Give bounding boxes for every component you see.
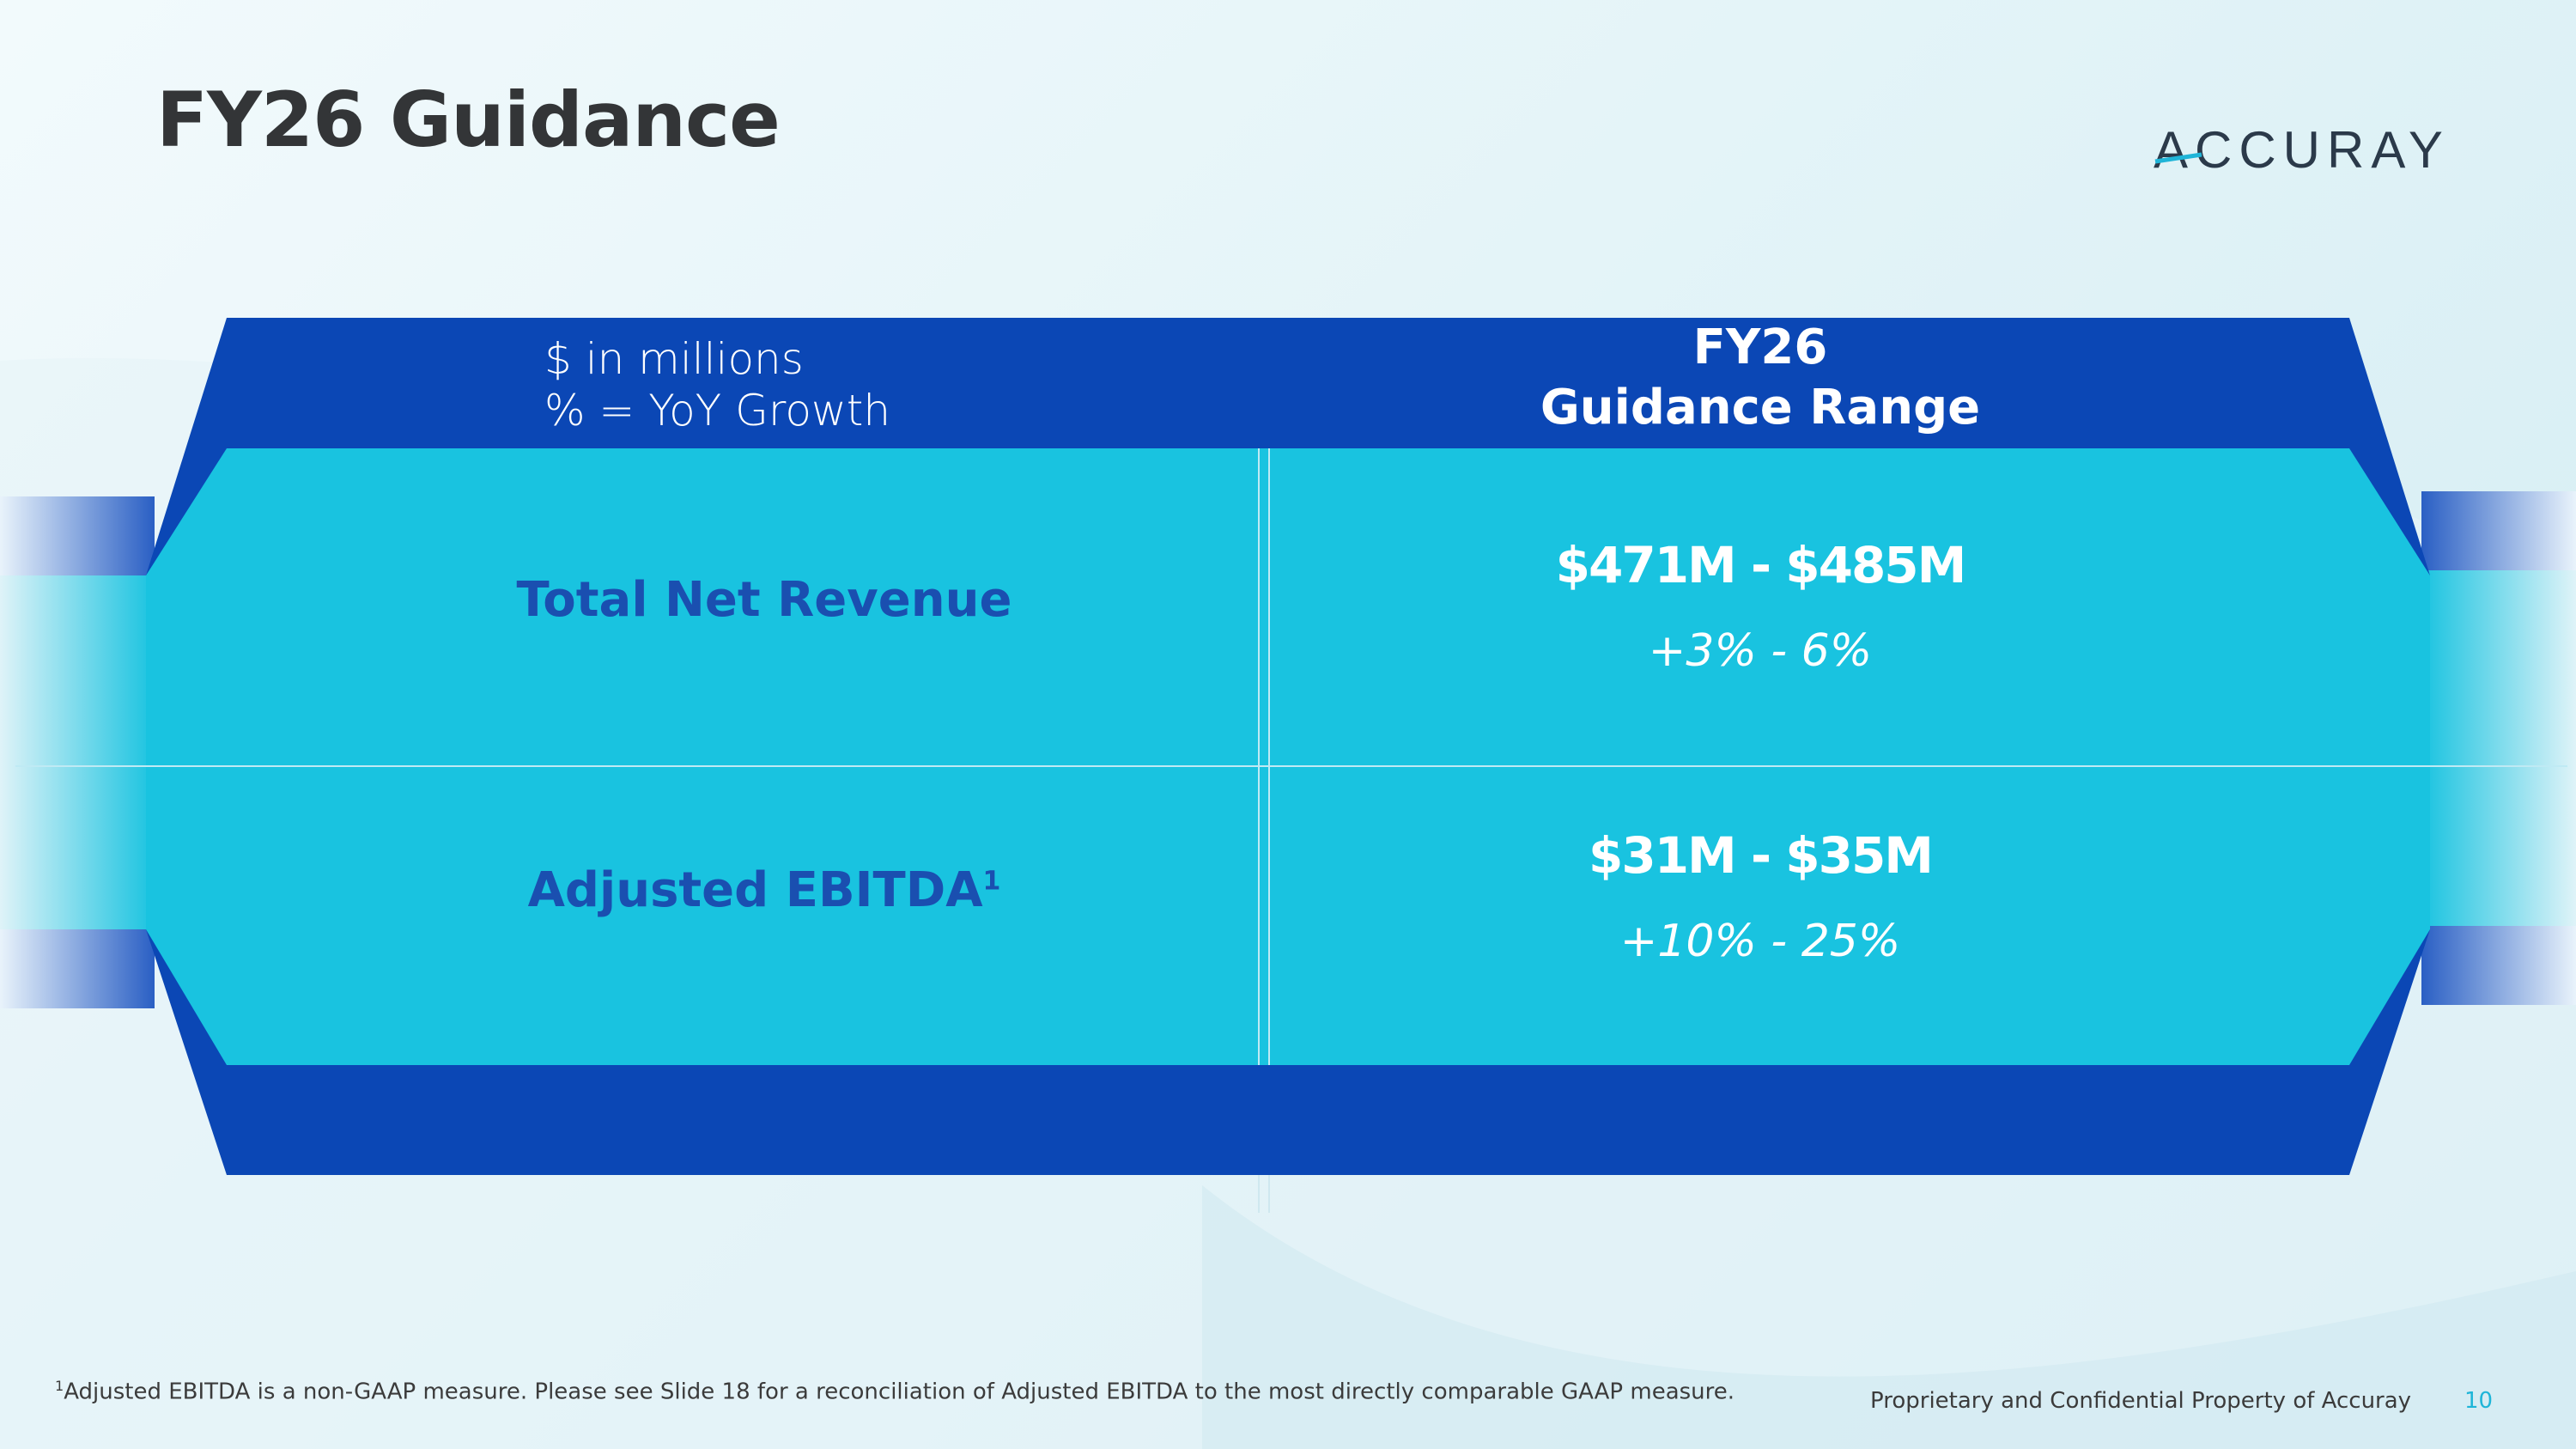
accuray-logo: ACCURAY — [2154, 120, 2463, 180]
logo-swoosh-icon — [2154, 152, 2202, 164]
footnote-text: Adjusted EBITDA is a non-GAAP measure. P… — [64, 1379, 1735, 1405]
column-header-line-2: Guidance Range — [1540, 380, 1981, 435]
footnote: 1Adjusted EBITDA is a non-GAAP measure. … — [55, 1378, 1735, 1405]
column-header-line-1: FY26 — [1692, 320, 1828, 375]
row-label-text: Adjusted EBITDA — [527, 862, 983, 918]
row-label-adjusted-ebitda: Adjusted EBITDA1 — [481, 862, 1048, 918]
left-stub-bottom — [0, 929, 155, 1008]
column-header: FY26 Guidance Range — [1357, 318, 2164, 438]
left-cyan-band — [0, 575, 155, 929]
row-label-total-net-revenue: Total Net Revenue — [481, 572, 1048, 628]
footnote-marker: 1 — [982, 866, 1001, 897]
revenue-growth: +3% - 6% — [1648, 625, 1873, 677]
footnote-number: 1 — [55, 1378, 64, 1394]
right-stub-bottom — [2421, 926, 2576, 1005]
units-line-2: % = YoY Growth — [544, 386, 891, 435]
ebitda-growth: +10% - 25% — [1619, 916, 1901, 967]
right-stub-top — [2421, 491, 2576, 570]
right-cyan-band — [2421, 570, 2576, 926]
ebitda-range: $31M - $35M — [1588, 826, 1934, 885]
row-label-text: Total Net Revenue — [516, 572, 1012, 628]
left-stub-top — [0, 496, 155, 575]
page-title: FY26 Guidance — [156, 76, 781, 164]
confidential-notice: Proprietary and Confidential Property of… — [1870, 1388, 2412, 1414]
table-body — [146, 448, 2430, 1065]
revenue-range: $471M - $485M — [1555, 536, 1967, 594]
units-note: $ in millions % = YoY Growth — [544, 333, 890, 436]
units-line-1: $ in millions — [544, 334, 804, 384]
page-number: 10 — [2464, 1388, 2494, 1414]
logo-text: ACCURAY — [2154, 121, 2450, 179]
